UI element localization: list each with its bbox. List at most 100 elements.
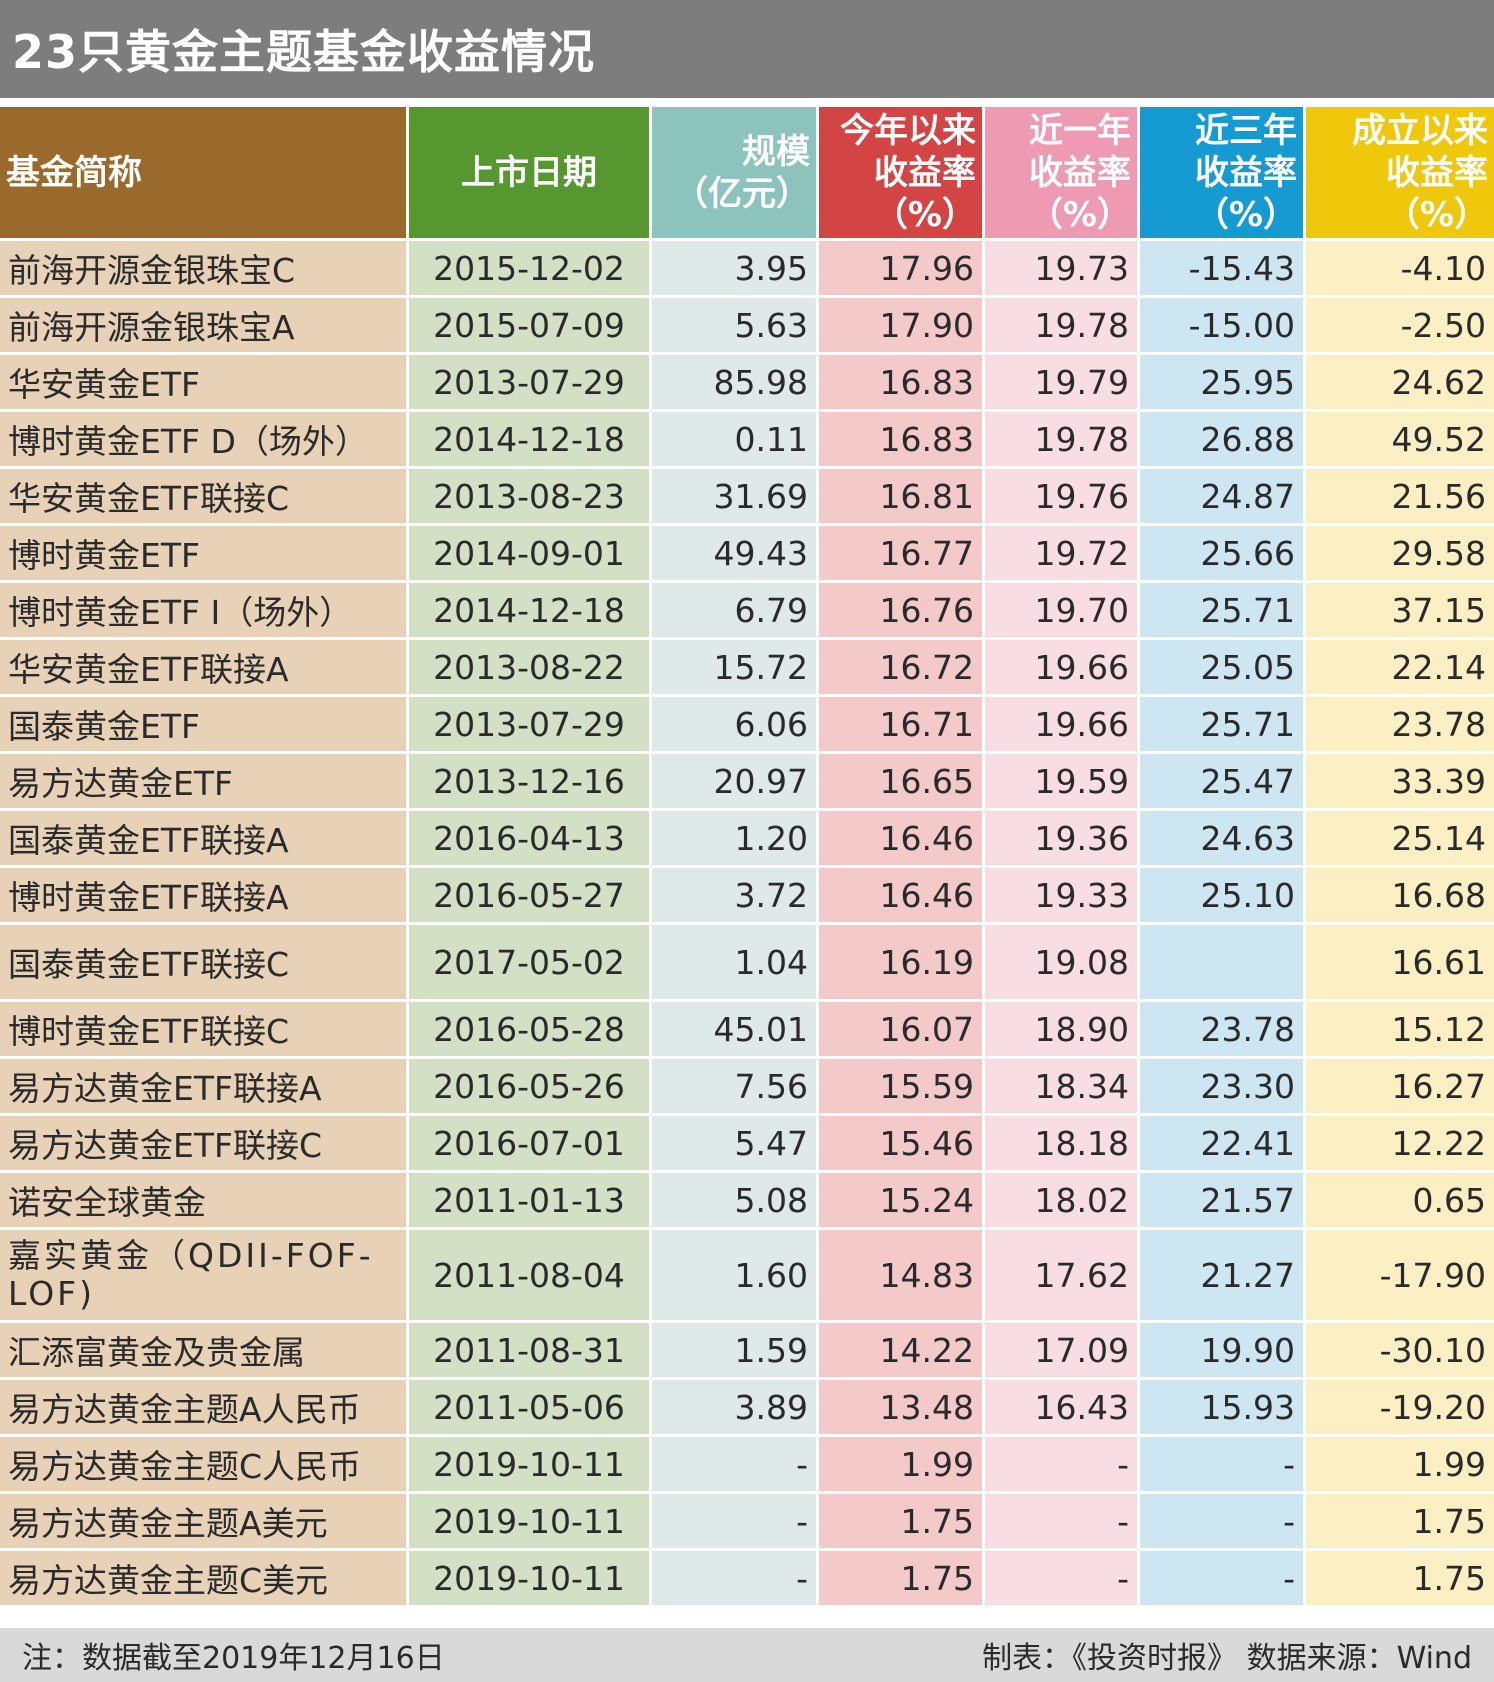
cell-1y-return: 19.59	[985, 754, 1140, 811]
cell-3y-return: -15.00	[1140, 298, 1306, 355]
cell-1y-return: 18.18	[985, 1116, 1140, 1173]
cell-fund-name: 博时黄金ETF D（场外）	[0, 412, 409, 469]
table-row: 嘉实黄金（QDII-FOF-LOF) 2011-08-04 1.60 14.83 17.…	[0, 1230, 1494, 1323]
cell-since-inception-return: 1.99	[1306, 1437, 1494, 1494]
cell-fund-name: 国泰黄金ETF	[0, 697, 409, 754]
cell-3y-return: -	[1140, 1551, 1306, 1608]
cell-fund-size: -	[652, 1551, 819, 1608]
cell-since-inception-return: 24.62	[1306, 355, 1494, 412]
cell-listing-date: 2011-01-13	[409, 1173, 652, 1230]
cell-since-inception-return: 12.22	[1306, 1116, 1494, 1173]
cell-3y-return: 21.57	[1140, 1173, 1306, 1230]
cell-listing-date: 2013-12-16	[409, 754, 652, 811]
cell-3y-return: 15.93	[1140, 1380, 1306, 1437]
cell-fund-name: 易方达黄金主题C美元	[0, 1551, 409, 1608]
cell-fund-size: -	[652, 1494, 819, 1551]
cell-1y-return: -	[985, 1494, 1140, 1551]
cell-fund-size: 3.89	[652, 1380, 819, 1437]
header-1y-line3: （%）	[1028, 194, 1131, 235]
cell-since-inception-return: 23.78	[1306, 697, 1494, 754]
cell-ytd-return: 1.75	[819, 1551, 985, 1608]
table-row: 易方达黄金主题C人民币 2019-10-11-1.99- -1.99	[0, 1437, 1494, 1494]
cell-fund-name: 国泰黄金ETF联接A	[0, 811, 409, 868]
cell-fund-name: 博时黄金ETF	[0, 526, 409, 583]
table-row: 博时黄金ETF I（场外） 2014-12-18 6.79 16.76 19.70 25.…	[0, 583, 1494, 640]
header-fund-size-line2: （亿元）	[674, 173, 810, 214]
cell-since-inception-return: -30.10	[1306, 1323, 1494, 1380]
table-footer: 注：数据截至2019年12月16日 制表：《投资时报》 数据来源：Wind	[0, 1628, 1494, 1682]
header-1y-return: 近一年 收益率 （%）	[985, 107, 1140, 241]
cell-3y-return: 26.88	[1140, 412, 1306, 469]
cell-since-inception-return: 33.39	[1306, 754, 1494, 811]
cell-fund-size: 3.95	[652, 241, 819, 298]
table-row: 汇添富黄金及贵金属 2011-08-31 1.59 14.22 17.09 19.90 -3…	[0, 1323, 1494, 1380]
cell-1y-return: 19.66	[985, 640, 1140, 697]
cell-since-inception-return: -19.20	[1306, 1380, 1494, 1437]
header-3y-line3: （%）	[1194, 194, 1297, 235]
header-inception-line2: 收益率	[1386, 152, 1488, 193]
header-since-inception-return: 成立以来 收益率 （%）	[1306, 107, 1494, 241]
table-row: 易方达黄金主题C美元 2019-10-11-1.75- -1.75	[0, 1551, 1494, 1608]
table-row: 博时黄金ETF 2014-09-01 49.43 16.77 19.72 25.66 29.…	[0, 526, 1494, 583]
cell-fund-size: 5.47	[652, 1116, 819, 1173]
cell-listing-date: 2014-09-01	[409, 526, 652, 583]
cell-listing-date: 2013-07-29	[409, 355, 652, 412]
cell-ytd-return: 17.90	[819, 298, 985, 355]
cell-fund-name: 前海开源金银珠宝A	[0, 298, 409, 355]
cell-fund-name: 嘉实黄金（QDII-FOF-LOF)	[0, 1230, 409, 1323]
cell-ytd-return: 16.46	[819, 868, 985, 925]
cell-3y-return: 25.66	[1140, 526, 1306, 583]
cell-listing-date: 2015-07-09	[409, 298, 652, 355]
cell-1y-return: 19.72	[985, 526, 1140, 583]
cell-listing-date: 2019-10-11	[409, 1551, 652, 1608]
cell-1y-return: 19.66	[985, 697, 1140, 754]
cell-fund-name: 易方达黄金主题C人民币	[0, 1437, 409, 1494]
cell-since-inception-return: 22.14	[1306, 640, 1494, 697]
cell-1y-return: -	[985, 1437, 1140, 1494]
cell-1y-return: -	[985, 1551, 1140, 1608]
cell-fund-name: 博时黄金ETF联接C	[0, 1002, 409, 1059]
cell-since-inception-return: 1.75	[1306, 1551, 1494, 1608]
cell-3y-return: 25.71	[1140, 697, 1306, 754]
table-row: 博时黄金ETF联接C 2016-05-28 45.01 16.07 18.90 23.78…	[0, 1002, 1494, 1059]
cell-1y-return: 19.78	[985, 412, 1140, 469]
cell-fund-size: 15.72	[652, 640, 819, 697]
cell-ytd-return: 16.65	[819, 754, 985, 811]
cell-1y-return: 19.08	[985, 925, 1140, 1002]
cell-listing-date: 2016-05-26	[409, 1059, 652, 1116]
header-row: 基金简称 上市日期 规模 （亿元） 今年以来 收益率 （%） 近一年 收益率 （…	[0, 107, 1494, 241]
cell-ytd-return: 16.46	[819, 811, 985, 868]
cell-fund-size: 6.79	[652, 583, 819, 640]
header-fund-size: 规模 （亿元）	[652, 107, 819, 241]
cell-listing-date: 2014-12-18	[409, 583, 652, 640]
cell-listing-date: 2013-08-22	[409, 640, 652, 697]
cell-fund-size: 49.43	[652, 526, 819, 583]
cell-fund-name: 易方达黄金ETF联接A	[0, 1059, 409, 1116]
table-row: 华安黄金ETF联接A 2013-08-22 15.72 16.72 19.66 25.05…	[0, 640, 1494, 697]
cell-1y-return: 19.78	[985, 298, 1140, 355]
cell-listing-date: 2016-05-27	[409, 868, 652, 925]
cell-fund-size: 3.72	[652, 868, 819, 925]
footer-note: 注：数据截至2019年12月16日	[22, 1641, 445, 1676]
cell-1y-return: 19.76	[985, 469, 1140, 526]
cell-fund-size: 85.98	[652, 355, 819, 412]
cell-1y-return: 19.79	[985, 355, 1140, 412]
cell-3y-return: 25.10	[1140, 868, 1306, 925]
table-row: 易方达黄金主题A人民币 2011-05-06 3.89 13.48 16.43 15.93…	[0, 1380, 1494, 1437]
cell-1y-return: 17.62	[985, 1230, 1140, 1323]
cell-1y-return: 16.43	[985, 1380, 1140, 1437]
cell-listing-date: 2011-08-31	[409, 1323, 652, 1380]
cell-fund-name: 汇添富黄金及贵金属	[0, 1323, 409, 1380]
cell-ytd-return: 15.24	[819, 1173, 985, 1230]
cell-since-inception-return: 49.52	[1306, 412, 1494, 469]
table-header: 基金简称 上市日期 规模 （亿元） 今年以来 收益率 （%） 近一年 收益率 （…	[0, 107, 1494, 241]
cell-1y-return: 18.02	[985, 1173, 1140, 1230]
table-row: 国泰黄金ETF 2013-07-29 6.06 16.71 19.66 25.71 23.7…	[0, 697, 1494, 754]
cell-since-inception-return: 0.65	[1306, 1173, 1494, 1230]
cell-fund-size: 31.69	[652, 469, 819, 526]
cell-ytd-return: 17.96	[819, 241, 985, 298]
cell-ytd-return: 1.75	[819, 1494, 985, 1551]
cell-fund-name: 易方达黄金主题A人民币	[0, 1380, 409, 1437]
cell-since-inception-return: 37.15	[1306, 583, 1494, 640]
cell-3y-return: 22.41	[1140, 1116, 1306, 1173]
